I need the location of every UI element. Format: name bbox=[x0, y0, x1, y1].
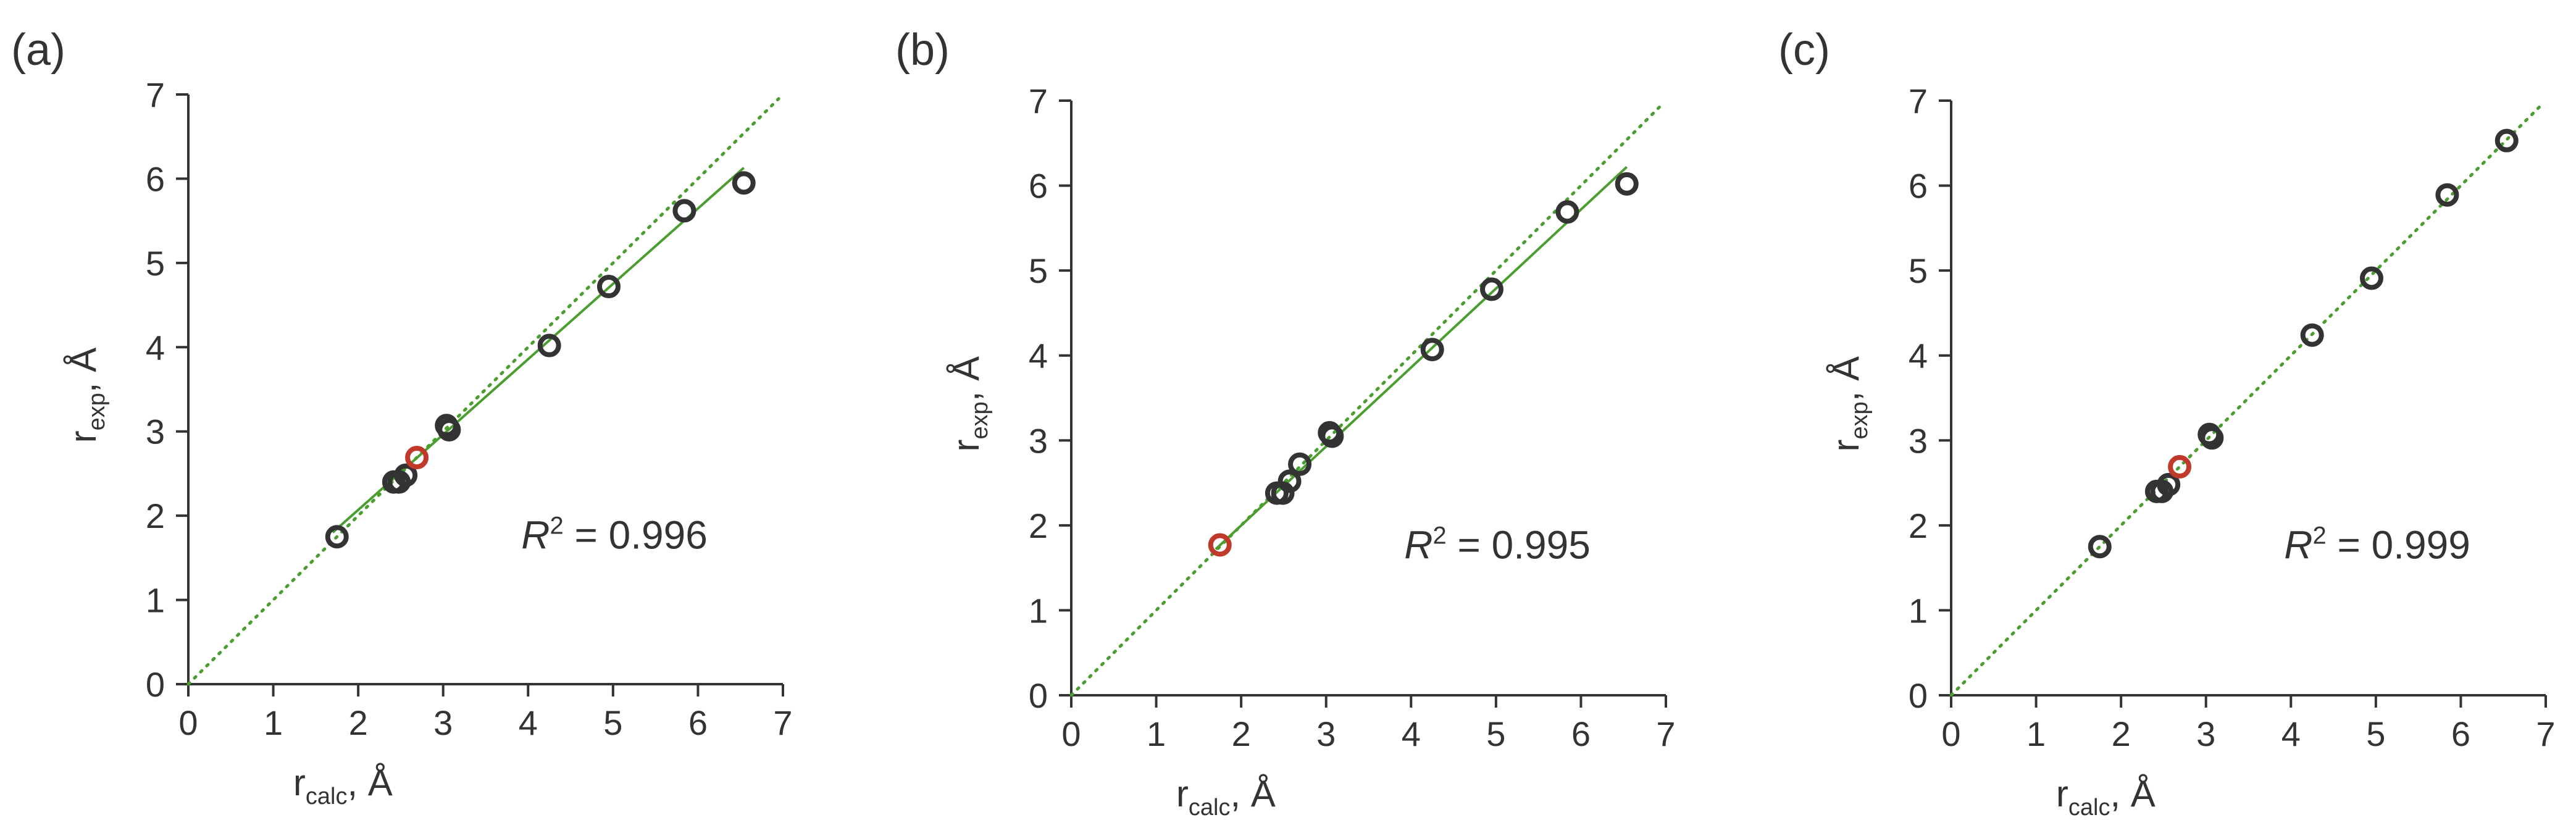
y-tick-label: 4 bbox=[146, 328, 165, 367]
panel-label: (b) bbox=[895, 25, 950, 75]
y-tick-label: 1 bbox=[146, 581, 165, 620]
x-tick-label: 0 bbox=[178, 703, 198, 742]
panel-label: (c) bbox=[1778, 25, 1830, 75]
y-tick-label: 3 bbox=[146, 412, 165, 451]
x-tick-label: 3 bbox=[433, 703, 453, 742]
r-squared-label: R2 = 0.999 bbox=[2284, 522, 2470, 567]
data-point bbox=[596, 275, 621, 299]
x-tick-label: 4 bbox=[1402, 714, 1421, 753]
data-point bbox=[1288, 452, 1312, 476]
x-tick-label: 6 bbox=[1571, 714, 1591, 753]
x-tick-label: 3 bbox=[1316, 714, 1336, 753]
x-tick-label: 5 bbox=[603, 703, 622, 742]
y-tick-label: 7 bbox=[1909, 82, 1928, 120]
data-point bbox=[537, 333, 561, 358]
data-point bbox=[2359, 266, 2383, 290]
y-tick-label: 2 bbox=[146, 496, 165, 535]
data-point bbox=[732, 171, 756, 195]
data-point bbox=[1320, 424, 1344, 448]
x-tick-label: 3 bbox=[2196, 714, 2215, 753]
y-tick-label: 6 bbox=[1909, 167, 1928, 206]
fit-line bbox=[1215, 165, 1628, 550]
x-axis-title: rcalc, Å bbox=[293, 762, 393, 810]
x-tick-label: 7 bbox=[1656, 714, 1675, 753]
data-point bbox=[394, 463, 418, 487]
y-tick-label: 2 bbox=[1909, 506, 1928, 545]
y-tick-label: 2 bbox=[1029, 506, 1048, 545]
x-axis-title: rcalc, Å bbox=[1176, 773, 1276, 820]
y-tick-label: 3 bbox=[1909, 421, 1928, 460]
x-tick-label: 5 bbox=[2366, 714, 2385, 753]
data-point bbox=[1615, 172, 1639, 196]
y-tick-label: 5 bbox=[1029, 251, 1048, 290]
data-point bbox=[1479, 277, 1503, 301]
y-axis-title: rexp, Å bbox=[62, 348, 110, 443]
chart-panel-1: (a) 0 1 2 3 4 5 6 7 0 1 2 3 4 5 6 7 rcalc, Å rexp, Å R2 = 0… bbox=[11, 25, 793, 810]
y-tick-label: 6 bbox=[1029, 167, 1048, 206]
data-point bbox=[1555, 200, 1579, 224]
y-tick-label: 1 bbox=[1909, 591, 1928, 630]
y-tick-label: 6 bbox=[146, 159, 165, 198]
data-point bbox=[2494, 128, 2519, 153]
chart-panel-3: (c) 0 1 2 3 4 5 6 7 0 1 2 3 4 5 6 7 rcalc, Å rexp, Å R2 = 0… bbox=[1778, 25, 2556, 820]
x-tick-label: 2 bbox=[2112, 714, 2131, 753]
y-tick-label: 7 bbox=[1029, 82, 1048, 120]
data-point bbox=[325, 525, 349, 549]
x-tick-label: 7 bbox=[2536, 714, 2555, 753]
data-point bbox=[672, 199, 696, 223]
x-tick-label: 0 bbox=[1061, 714, 1081, 753]
x-tick-label: 2 bbox=[349, 703, 368, 742]
data-point bbox=[2157, 472, 2181, 496]
r-squared-label: R2 = 0.996 bbox=[521, 512, 708, 557]
data-point bbox=[1278, 469, 1302, 493]
data-point bbox=[2088, 535, 2112, 559]
r-squared-label: R2 = 0.995 bbox=[1404, 522, 1591, 567]
y-tick-label: 7 bbox=[146, 75, 165, 114]
y-tick-label: 0 bbox=[1909, 676, 1928, 715]
y-tick-label: 5 bbox=[1909, 251, 1928, 290]
identity-line bbox=[1069, 103, 1663, 697]
data-point bbox=[2435, 183, 2459, 207]
y-tick-label: 4 bbox=[1909, 337, 1928, 375]
y-tick-label: 1 bbox=[1029, 591, 1048, 630]
x-tick-label: 4 bbox=[2281, 714, 2301, 753]
x-tick-label: 2 bbox=[1232, 714, 1251, 753]
y-tick-label: 4 bbox=[1029, 337, 1048, 375]
y-tick-label: 0 bbox=[146, 665, 165, 704]
panel-label: (a) bbox=[11, 25, 65, 75]
x-tick-label: 1 bbox=[264, 703, 283, 742]
y-tick-label: 0 bbox=[1029, 676, 1048, 715]
identity-line bbox=[1949, 103, 2543, 697]
x-tick-label: 6 bbox=[688, 703, 708, 742]
data-point bbox=[2300, 323, 2324, 347]
x-tick-label: 5 bbox=[1486, 714, 1505, 753]
x-tick-label: 7 bbox=[773, 703, 792, 742]
x-tick-label: 0 bbox=[1941, 714, 1960, 753]
highlight-point bbox=[405, 446, 429, 470]
y-axis-title: rexp, Å bbox=[945, 356, 993, 452]
x-axis-title: rcalc, Å bbox=[2056, 773, 2156, 820]
x-tick-label: 1 bbox=[2026, 714, 2046, 753]
x-tick-label: 6 bbox=[2451, 714, 2470, 753]
identity-line bbox=[186, 97, 780, 686]
data-point bbox=[1420, 338, 1444, 362]
highlight-point bbox=[2168, 454, 2192, 479]
highlight-point bbox=[1208, 533, 1232, 557]
y-axis-title: rexp, Å bbox=[1825, 356, 1873, 452]
y-tick-label: 5 bbox=[146, 244, 165, 283]
chart-panel-2: (b) 0 1 2 3 4 5 6 7 0 1 2 3 4 5 6 7 rcalc, Å rexp, Å R2 = 0… bbox=[895, 25, 1676, 820]
y-tick-label: 3 bbox=[1029, 421, 1048, 460]
data-point bbox=[437, 417, 461, 441]
data-point bbox=[2200, 426, 2224, 450]
x-tick-label: 4 bbox=[519, 703, 538, 742]
x-tick-label: 1 bbox=[1147, 714, 1166, 753]
